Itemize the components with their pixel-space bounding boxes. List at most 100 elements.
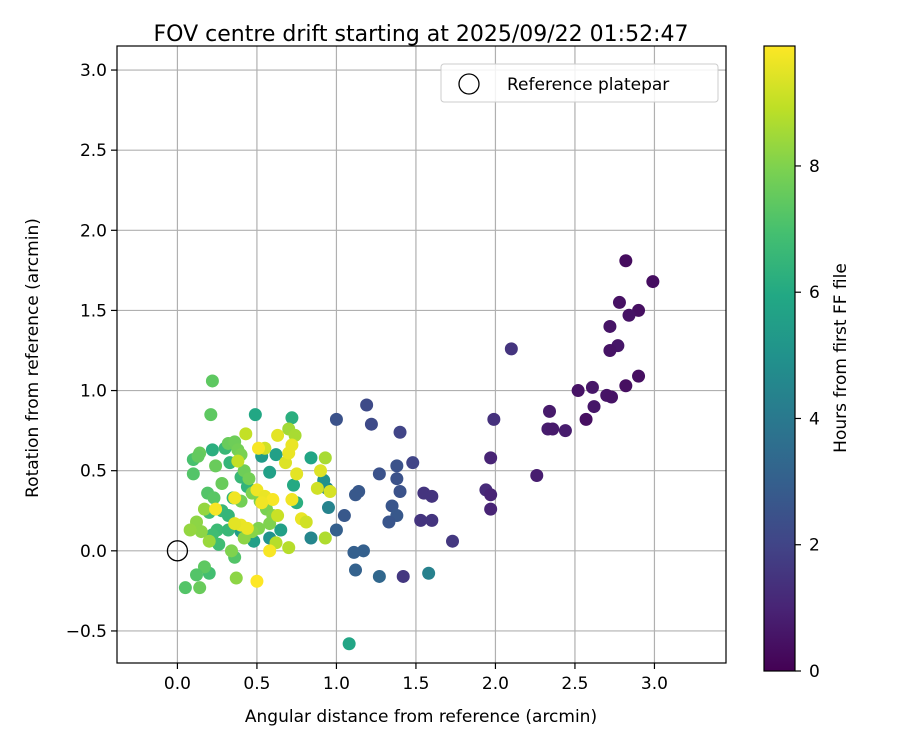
data-point bbox=[205, 443, 219, 457]
data-point bbox=[619, 379, 633, 393]
data-point bbox=[484, 502, 498, 516]
data-point bbox=[190, 568, 204, 582]
x-tick-label: 1.0 bbox=[323, 674, 350, 694]
x-gridlines bbox=[176, 46, 656, 663]
chart-title: FOV centre drift starting at 2025/09/22 … bbox=[154, 22, 689, 47]
data-point bbox=[178, 581, 192, 595]
data-point bbox=[393, 485, 407, 499]
data-point bbox=[266, 493, 280, 507]
data-point bbox=[231, 454, 245, 468]
colorbar-tick-label: 4 bbox=[809, 409, 820, 429]
data-point bbox=[393, 425, 407, 439]
data-point bbox=[250, 574, 264, 588]
y-tick-label: 3.0 bbox=[80, 61, 107, 81]
data-point bbox=[543, 404, 557, 418]
data-point bbox=[197, 560, 211, 574]
data-point bbox=[337, 509, 351, 523]
x-tick-label: 3.0 bbox=[641, 674, 668, 694]
data-point bbox=[304, 451, 318, 465]
data-point bbox=[605, 390, 619, 404]
data-point bbox=[390, 472, 404, 486]
legend-entry-label: Reference platepar bbox=[507, 75, 669, 95]
data-point bbox=[484, 451, 498, 465]
data-point bbox=[487, 412, 501, 426]
data-point bbox=[422, 566, 436, 580]
data-point bbox=[329, 523, 343, 537]
data-point bbox=[349, 488, 363, 502]
data-point bbox=[186, 467, 200, 481]
data-point bbox=[285, 411, 299, 425]
data-point bbox=[304, 531, 318, 545]
data-point bbox=[382, 515, 396, 529]
y-tick-label: 2.0 bbox=[80, 221, 107, 241]
data-point bbox=[619, 254, 633, 268]
data-point bbox=[646, 275, 660, 289]
data-point bbox=[271, 428, 285, 442]
data-point bbox=[263, 544, 277, 558]
x-tick-label: 1.5 bbox=[402, 674, 429, 694]
data-point bbox=[242, 472, 256, 486]
data-point bbox=[299, 515, 313, 529]
data-point bbox=[229, 571, 243, 585]
y-axis-ticks: −0.5 0.0 0.5 1.0 1.5 2.0 2.5 3.0 bbox=[66, 61, 117, 642]
colorbar-tick-label: 6 bbox=[809, 283, 820, 303]
data-point bbox=[209, 502, 223, 516]
data-point bbox=[372, 467, 386, 481]
data-point bbox=[504, 342, 518, 356]
data-point bbox=[406, 456, 420, 470]
y-axis-label: Rotation from reference (arcmin) bbox=[23, 218, 43, 498]
data-point bbox=[364, 417, 378, 431]
data-point bbox=[372, 569, 386, 583]
data-point bbox=[446, 534, 460, 548]
data-point bbox=[585, 380, 599, 394]
data-point bbox=[622, 308, 636, 322]
x-tick-label: 2.5 bbox=[561, 674, 588, 694]
data-point bbox=[530, 468, 544, 482]
x-axis-label: Angular distance from reference (arcmin) bbox=[245, 707, 597, 727]
x-tick-label: 2.0 bbox=[482, 674, 509, 694]
data-point bbox=[209, 459, 223, 473]
x-tick-label: 0.5 bbox=[243, 674, 270, 694]
data-point bbox=[197, 502, 211, 516]
data-point bbox=[360, 398, 374, 412]
data-point bbox=[252, 441, 266, 455]
data-point bbox=[342, 637, 356, 651]
data-point bbox=[603, 343, 617, 357]
plot-frame bbox=[116, 45, 727, 664]
data-points bbox=[166, 254, 660, 651]
data-point bbox=[228, 491, 242, 505]
data-point bbox=[414, 513, 428, 527]
data-point bbox=[193, 581, 207, 595]
y-tick-label: 1.5 bbox=[80, 301, 107, 321]
data-point bbox=[484, 488, 498, 502]
data-point bbox=[263, 517, 277, 531]
x-axis-ticks: 0.0 0.5 1.0 1.5 2.0 2.5 3.0 bbox=[164, 663, 668, 694]
data-point bbox=[310, 481, 324, 495]
data-point bbox=[205, 374, 219, 388]
legend: Reference platepar bbox=[440, 63, 719, 103]
data-point bbox=[425, 513, 439, 527]
data-point bbox=[603, 319, 617, 333]
data-point bbox=[285, 493, 299, 507]
data-point bbox=[347, 545, 361, 559]
data-point bbox=[318, 531, 332, 545]
data-point bbox=[314, 464, 328, 478]
colorbar-label: Hours from first FF file bbox=[831, 263, 851, 453]
data-point bbox=[579, 412, 593, 426]
colorbar-tick-label: 0 bbox=[809, 662, 820, 682]
data-point bbox=[224, 544, 238, 558]
colorbar-tick-label: 2 bbox=[809, 536, 820, 556]
data-point bbox=[385, 499, 399, 513]
data-point bbox=[321, 501, 335, 515]
data-point bbox=[546, 422, 560, 436]
data-point bbox=[396, 569, 410, 583]
data-point bbox=[183, 523, 197, 537]
legend-box bbox=[440, 63, 719, 103]
colorbar-ticks: 0 2 4 6 8 bbox=[795, 157, 820, 682]
data-point bbox=[263, 465, 277, 479]
data-point bbox=[285, 438, 299, 452]
colorbar-gradient bbox=[763, 45, 796, 672]
data-point bbox=[240, 521, 254, 535]
data-point bbox=[215, 477, 229, 491]
